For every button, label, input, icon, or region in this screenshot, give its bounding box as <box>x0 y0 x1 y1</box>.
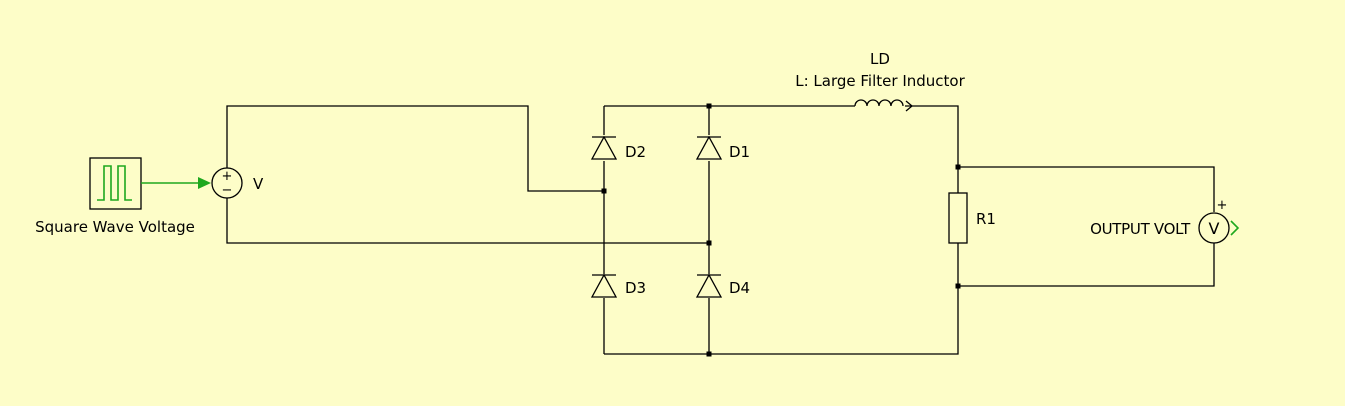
inductor-ld[interactable]: LD L: Large Filter Inductor <box>795 50 966 112</box>
node-load-bottom <box>955 283 961 289</box>
voltage-source-circle[interactable] <box>211 167 243 199</box>
signal-arrow-icon <box>198 177 211 189</box>
wire-bridge-bottom <box>604 243 959 355</box>
resistor-label: R1 <box>976 210 996 228</box>
diode-d4-label: D4 <box>729 279 750 297</box>
node-load-top <box>955 164 961 170</box>
inductor-name: LD <box>870 50 890 68</box>
node-left-mid <box>601 188 607 194</box>
square-wave-block[interactable] <box>89 157 142 210</box>
junction-nodes <box>601 103 961 357</box>
voltmeter-symbol: V <box>1209 219 1220 238</box>
voltage-source-plus: + <box>222 169 233 184</box>
voltage-source-minus: − <box>222 183 233 198</box>
signal-connection <box>141 177 211 189</box>
diode-triangle <box>695 135 723 160</box>
output-voltmeter[interactable]: + V OUTPUT VOLT <box>1090 198 1240 244</box>
resistor-r1[interactable]: R1 <box>948 192 996 244</box>
wires <box>226 105 1215 355</box>
node-right-mid <box>706 240 712 246</box>
diode-d3[interactable]: D3 <box>590 273 646 298</box>
resistor-body[interactable] <box>948 192 968 244</box>
wire-inductor-to-load <box>905 105 959 193</box>
diode-d3-label: D3 <box>625 279 646 297</box>
voltage-source[interactable]: + − V <box>211 167 264 199</box>
square-wave-source[interactable]: Square Wave Voltage <box>35 157 195 236</box>
voltage-source-label: V <box>253 175 264 193</box>
inductor-description: L: Large Filter Inductor <box>795 72 965 90</box>
wire-meter-top <box>958 166 1215 212</box>
wire-source-bottom <box>226 198 709 244</box>
inductor-arrow-icon <box>905 100 914 112</box>
diode-triangle <box>590 135 618 160</box>
diode-d2-label: D2 <box>625 143 646 161</box>
voltmeter-circle[interactable] <box>1198 212 1230 244</box>
voltmeter-plus: + <box>1217 198 1228 213</box>
diode-d1[interactable]: D1 <box>695 135 750 161</box>
source-label: Square Wave Voltage <box>35 218 195 236</box>
diode-d2[interactable]: D2 <box>590 135 646 161</box>
diode-triangle <box>590 273 618 298</box>
diode-d4[interactable]: D4 <box>695 273 750 298</box>
square-wave-icon <box>97 165 132 201</box>
diode-d1-label: D1 <box>729 143 750 161</box>
wire-source-top <box>226 105 604 192</box>
voltmeter-label: OUTPUT VOLT <box>1090 220 1191 238</box>
diode-triangle <box>695 273 723 298</box>
node-bottom-right-leg <box>706 351 712 357</box>
voltmeter-output-arrow-icon <box>1230 220 1240 236</box>
node-top-right-leg <box>706 103 712 109</box>
inductor-coil-icon <box>854 99 904 107</box>
wire-meter-bottom <box>958 243 1215 287</box>
